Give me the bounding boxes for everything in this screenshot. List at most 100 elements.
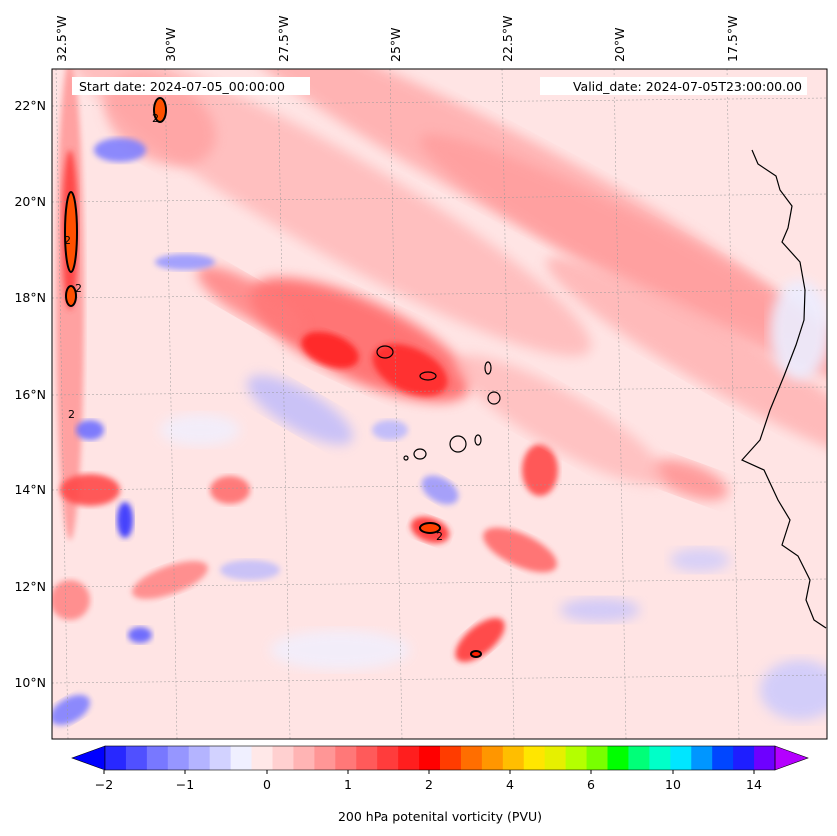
colorbar-segment (335, 746, 357, 770)
coastline (376, 149, 827, 629)
colorbar-segment (146, 746, 169, 770)
colorbar-segment (586, 746, 608, 770)
pv-anomaly-patch (301, 331, 359, 369)
colorbar-tick-label: 6 (587, 777, 595, 792)
colorbar-segment (670, 746, 692, 770)
pv-2-contour (153, 97, 167, 123)
longitude-label: 32.5°W (54, 16, 69, 62)
west-africa-coastline (741, 149, 827, 629)
gridlines (52, 69, 827, 739)
colorbar-segment (251, 746, 273, 770)
longitude-label: 30°W (163, 27, 178, 62)
colorbar-min-extend (71, 745, 106, 771)
pv-2-contour (419, 522, 441, 534)
pv-anomaly-patch (372, 420, 408, 440)
parallel-gridline (52, 578, 827, 588)
pv-anomaly-patch (455, 617, 505, 663)
pv-anomaly-patch (76, 420, 104, 440)
colorbar-segment (398, 746, 420, 770)
parallel-gridline (52, 386, 827, 396)
contour-label: 2 (75, 282, 82, 295)
longitude-label: 25°W (388, 27, 403, 62)
pv-anomaly-patch (483, 527, 557, 573)
pv-anomaly-patch (60, 474, 120, 506)
island-outline (449, 435, 467, 453)
colorbar-tick-label: 4 (506, 777, 514, 792)
pv-anomaly-patch (372, 343, 448, 397)
pv-anomaly-patch (670, 548, 730, 572)
valid-date-box (540, 77, 807, 95)
map-panel: 2 2 2 2 2 (52, 69, 827, 739)
colorbar-segment (460, 746, 483, 770)
colorbar-tick-label: 1 (344, 777, 352, 792)
colorbar-frame (104, 745, 776, 771)
colorbar (71, 745, 809, 771)
contour-label: 2 (68, 408, 75, 421)
colorbar-segment (230, 746, 253, 770)
colorbar-segment (440, 746, 462, 770)
colorbar-segment (105, 746, 127, 770)
pv-contours: 2 2 2 2 2 (64, 97, 482, 658)
parallel-gridline (52, 481, 827, 491)
longitude-label: 27.5°W (276, 16, 291, 62)
colorbar-segment (649, 746, 671, 770)
colorbar-segment (607, 746, 629, 770)
colorbar-segment (523, 746, 546, 770)
colorbar-tick-label: 0 (263, 777, 271, 792)
valid-date-label: Valid_date: 2024-07-05T23:00:00.00 (573, 79, 802, 94)
colorbar-segment (754, 746, 776, 770)
pv-anomaly-patch (560, 598, 640, 622)
start-date-label: Start date: 2024-07-05_00:00:00 (79, 79, 285, 94)
colorbar-tick-label: −2 (95, 777, 113, 792)
pv-anomaly-patch (210, 476, 250, 504)
colorbar-segment (419, 746, 441, 770)
colorbar-max-extend (774, 745, 809, 771)
colorbar-segment (125, 746, 148, 770)
island-outline (413, 448, 427, 460)
island-outline (474, 434, 482, 446)
pv-2-contour (65, 285, 77, 307)
parallel-gridline (52, 289, 827, 299)
contour-label: 2 (152, 112, 159, 125)
pv-anomaly-patch (770, 280, 827, 380)
pv-anomaly-patch (546, 256, 827, 464)
colorbar-segment (377, 746, 399, 770)
pv-2-contour (64, 191, 78, 273)
colorbar-segment (565, 746, 588, 770)
island-outline (376, 345, 394, 359)
pv-anomaly-patch (760, 660, 827, 720)
latitude-label: 10°N (14, 675, 46, 690)
pv-2-contour (470, 650, 482, 658)
colorbar-segment (314, 746, 336, 770)
colorbar-tick-label: −1 (176, 777, 194, 792)
contour-label: 2 (436, 530, 443, 543)
colorbar-tick-label: 14 (746, 777, 762, 792)
pv-anomaly-patch (94, 138, 146, 162)
map-border (51, 68, 828, 740)
pv-field (52, 69, 827, 726)
pv-anomaly-patch (220, 560, 280, 580)
island-outline (403, 455, 409, 461)
latitude-label: 12°N (14, 579, 46, 594)
pv-anomaly-patch (652, 459, 728, 501)
longitude-label: 22.5°W (500, 16, 515, 62)
pv-anomaly-patch (421, 475, 459, 505)
parallel-gridline (52, 193, 827, 203)
pv-anomaly-patch (270, 630, 410, 670)
latitude-label: 16°N (14, 387, 46, 402)
parallel-gridline (52, 674, 827, 684)
contour-label: 2 (64, 234, 71, 247)
latitude-label: 20°N (14, 194, 46, 209)
colorbar-tick-label: 10 (665, 777, 681, 792)
parallel-gridline (52, 97, 827, 107)
longitude-labels: 32.5°W 30°W 27.5°W 25°W 22.5°W 20°W 17.5°W (54, 16, 740, 62)
colorbar-segment (691, 746, 713, 770)
latitude-labels: 22°N 20°N 18°N 16°N 14°N 12°N 10°N (14, 98, 46, 690)
pv-anomaly-patch (52, 580, 90, 620)
colorbar-segment (733, 746, 755, 770)
colorbar-tick-label: 2 (425, 777, 433, 792)
colorbar-segment (712, 746, 734, 770)
pv-anomaly-patch (522, 444, 558, 496)
pv-anomaly-patch (160, 414, 240, 446)
